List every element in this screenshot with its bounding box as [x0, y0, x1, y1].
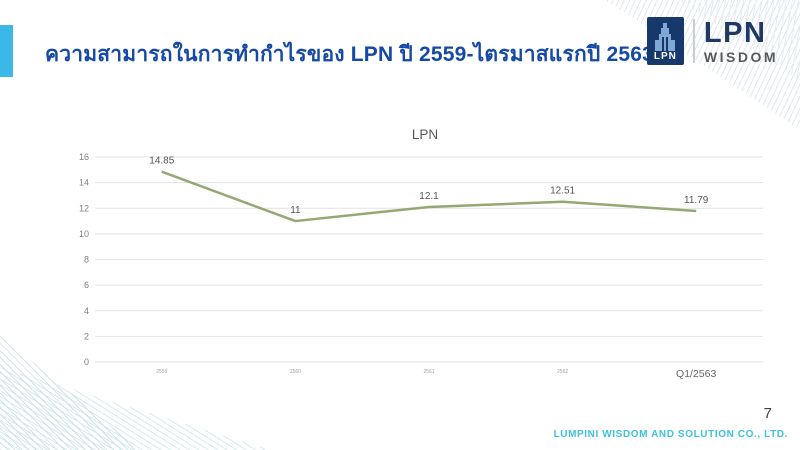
data-label: 11.79 — [684, 195, 709, 206]
y-tick-label: 14 — [79, 178, 89, 188]
slide-title: ความสามารถในการทำกำไรของ LPN ปี 2559-ไตร… — [45, 43, 654, 66]
lpn-logo-emblem: LPN — [646, 17, 684, 65]
lpn-wisdom-logo: LPN LPN WISDOM — [646, 16, 778, 65]
y-tick-label: 10 — [79, 229, 89, 239]
y-tick-label: 0 — [84, 357, 89, 367]
footer-company: LUMPINI WISDOM AND SOLUTION CO., LTD. — [553, 429, 788, 440]
chart-title: LPN — [411, 127, 439, 142]
data-label: 12.51 — [550, 186, 575, 197]
x-tick-label: 2560 — [290, 369, 301, 375]
title-accent-bar — [0, 25, 13, 77]
y-tick-label: 12 — [79, 203, 89, 213]
logo-divider — [692, 19, 695, 63]
x-tick-label: 2561 — [423, 369, 434, 375]
data-label: 12.1 — [419, 191, 439, 202]
logo-name: LPN — [703, 16, 767, 49]
emblem-label: LPN — [653, 51, 677, 62]
y-tick-label: 16 — [79, 152, 89, 162]
logo-text: LPN WISDOM — [703, 16, 778, 65]
data-label: 11 — [290, 205, 301, 216]
x-tick-label: 2559 — [156, 369, 167, 375]
x-tick-label: Q1/2563 — [676, 368, 716, 380]
x-tick-label: 2562 — [557, 369, 568, 375]
page-number: 7 — [763, 405, 772, 422]
y-tick-label: 6 — [84, 280, 89, 290]
y-tick-label: 4 — [84, 306, 89, 316]
chart-line — [161, 170, 697, 223]
y-tick-label: 2 — [84, 331, 89, 341]
data-label: 14.85 — [149, 156, 174, 167]
line-chart-svg: 0 2 4 6 8 10 12 14 16 2559 2560 2561 2562 Q1/2563 14.8… — [79, 152, 763, 380]
building-icon — [655, 23, 676, 51]
y-tick-label: 8 — [84, 255, 89, 265]
logo-subtitle: WISDOM — [703, 48, 778, 65]
